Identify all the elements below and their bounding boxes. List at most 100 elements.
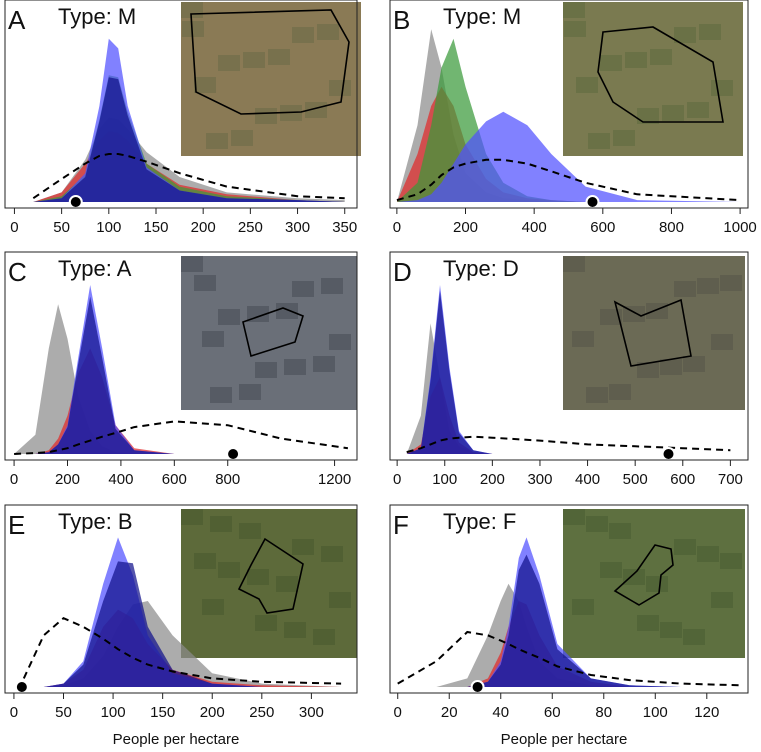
density-area [397,537,741,687]
image-texture [194,553,216,569]
image-texture [276,303,298,319]
image-texture [699,24,721,40]
image-texture [181,509,203,525]
image-texture [210,387,232,403]
image-texture [609,523,631,539]
image-texture [711,334,733,350]
density-area [14,304,348,454]
panel-letter: D [393,257,412,287]
x-tick-label: 400 [522,219,547,236]
panel-title: Type: D [443,256,519,281]
image-texture [683,629,705,645]
x-tick-label: 600 [670,471,695,488]
plot-frame [389,251,749,461]
x-tick-label: 0 [394,704,402,721]
image-texture [650,49,672,65]
image-texture [202,599,224,615]
image-texture [600,309,622,325]
image-texture [674,281,696,297]
image-texture [313,629,335,645]
plot-frame [4,0,358,209]
image-texture [674,27,696,43]
image-texture [637,615,659,631]
image-texture [231,130,253,146]
image-texture [563,256,585,272]
x-tick-label: 200 [453,219,478,236]
image-texture [625,52,647,68]
image-texture [660,622,682,638]
plot-frame [4,504,358,694]
x-tick-label: 40 [492,704,509,721]
x-tick-label: 250 [238,219,263,236]
x-tick-label: 200 [191,219,216,236]
image-texture [572,599,594,615]
image-texture [674,539,696,555]
inset-image [181,256,357,410]
image-texture [720,275,742,291]
x-axis-label: People per hectare [501,731,628,748]
image-texture [321,546,343,562]
image-texture [194,77,216,93]
x-tick-label: 600 [162,471,187,488]
image-texture [284,359,306,375]
image-texture [182,21,204,37]
density-line [14,420,349,455]
x-tick-label: 1200 [318,471,351,488]
image-texture [563,509,585,525]
image-texture [609,384,631,400]
image-texture [600,562,622,578]
density-area [33,77,345,202]
image-texture [321,278,343,294]
image-texture [239,523,261,539]
observed-marker [68,195,83,209]
x-tick-label: 800 [659,219,684,236]
image-texture [206,133,228,149]
x-tick-label: 800 [215,471,240,488]
x-tick-label: 0 [393,471,401,488]
x-tick-label: 600 [590,219,615,236]
panel-letter: A [8,5,26,35]
x-tick-label: 100 [643,704,668,721]
image-texture [711,592,733,608]
panel-title: Type: M [58,4,136,29]
x-tick-label: 80 [595,704,612,721]
image-texture [194,275,216,291]
x-tick-label: 100 [96,219,121,236]
image-texture [637,362,659,378]
x-tick-label: 700 [718,471,743,488]
density-line [397,630,741,687]
image-texture [255,362,277,378]
study-area-outline [613,298,692,367]
study-area-outline [242,307,304,358]
density-area [406,290,731,454]
image-texture [255,108,277,124]
density-area [397,583,741,687]
image-texture [292,27,314,43]
panel-letter: C [8,257,27,287]
image-texture [243,52,265,68]
x-tick-label: 400 [108,471,133,488]
image-texture [202,331,224,347]
image-texture [720,553,742,569]
study-area-outline [613,544,674,606]
image-texture [247,569,269,585]
image-texture [239,384,261,400]
image-texture [181,256,203,272]
image-texture [646,576,668,592]
image-texture [637,108,659,124]
observed-marker [226,447,241,461]
x-tick-label: 0 [10,471,18,488]
image-texture [563,2,585,18]
x-tick-label: 150 [150,704,175,721]
image-texture [305,102,327,118]
image-texture [600,55,622,71]
image-texture [255,615,277,631]
x-tick-label: 300 [285,219,310,236]
image-texture [292,281,314,297]
image-texture [588,133,610,149]
image-texture [662,105,684,121]
image-texture [564,21,586,37]
image-texture [329,334,351,350]
density-area [397,554,741,687]
